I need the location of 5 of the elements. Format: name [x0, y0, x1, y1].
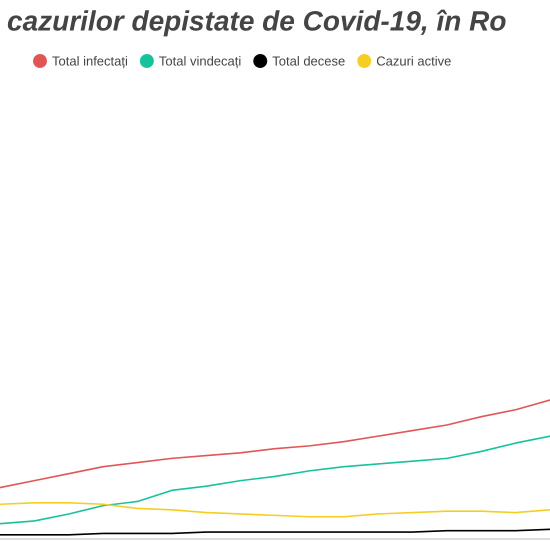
legend-label: Total infectați	[52, 54, 128, 68]
chart-title: cazurilor depistate de Covid-19, în Ro	[7, 6, 506, 36]
legend-label: Total decese	[272, 54, 346, 68]
legend-label: Cazuri active	[376, 54, 452, 68]
legend-label: Total vindecați	[158, 54, 242, 68]
